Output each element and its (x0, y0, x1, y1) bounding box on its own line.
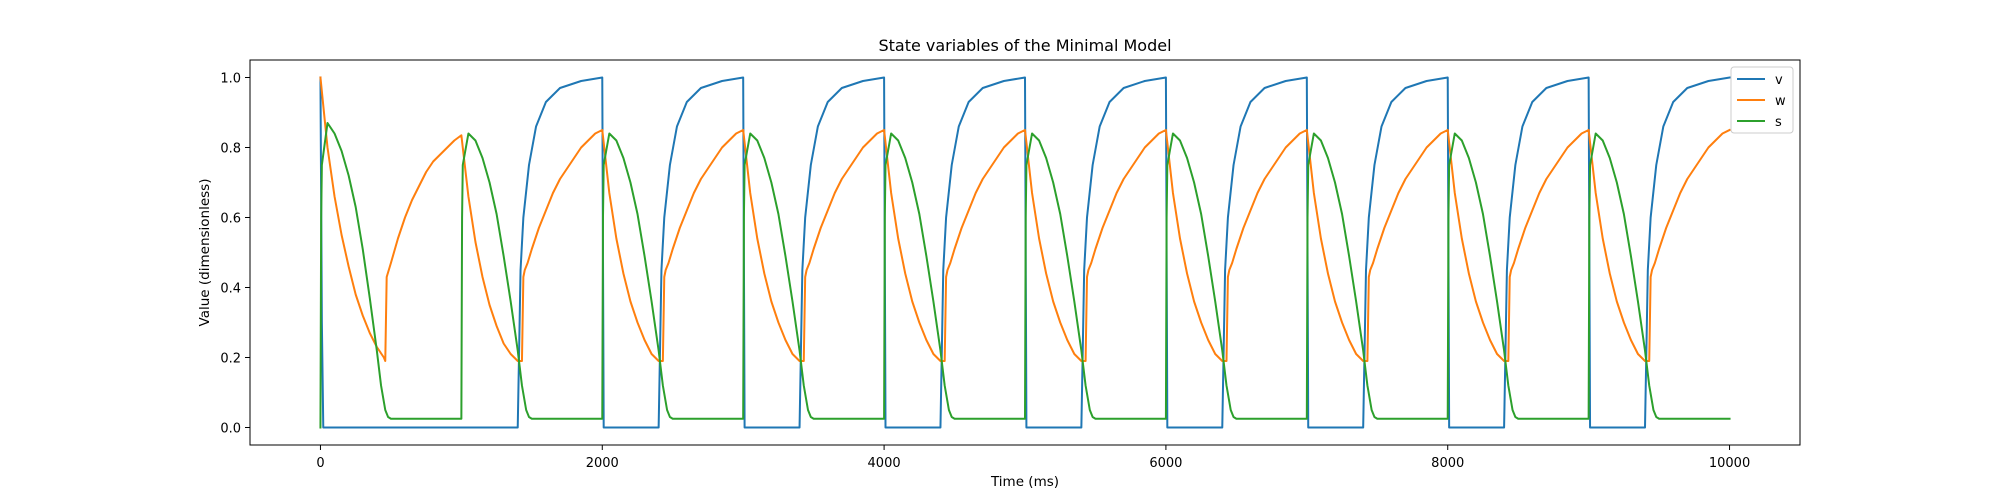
legend-label-v: v (1775, 73, 1783, 88)
chart-title: State variables of the Minimal Model (878, 36, 1171, 55)
y-axis-label: Value (dimensionless) (197, 179, 213, 327)
x-tick-label: 2000 (586, 456, 619, 471)
y-tick-label: 1.0 (220, 72, 241, 87)
y-tick-label: 0.6 (220, 212, 241, 227)
y-tick-label: 0.2 (220, 352, 241, 367)
series-line-v (319, 76, 1731, 429)
legend-label-w: w (1775, 94, 1786, 109)
x-tick-label: 4000 (868, 456, 901, 471)
series-layer (319, 76, 1731, 429)
legend-label-s: s (1775, 115, 1782, 130)
series-line-w (319, 76, 1731, 362)
x-axis-label: Time (ms) (990, 474, 1059, 490)
x-tick-label: 8000 (1431, 456, 1464, 471)
y-axis: 0.0 0.2 0.4 0.6 0.8 1.0 (220, 72, 250, 437)
plot-frame (249, 59, 1801, 446)
x-tick-label: 6000 (1149, 456, 1182, 471)
y-tick-label: 0.0 (220, 422, 241, 437)
y-tick-label: 0.4 (220, 282, 241, 297)
x-tick-label: 10000 (1709, 456, 1750, 471)
x-axis: 0 2000 4000 6000 8000 10000 (316, 445, 1750, 471)
series-line-s (319, 122, 1731, 429)
x-tick-label: 0 (316, 456, 324, 471)
plot-area (249, 59, 1801, 446)
y-tick-label: 0.8 (220, 142, 241, 157)
legend: vws (1730, 66, 1794, 134)
